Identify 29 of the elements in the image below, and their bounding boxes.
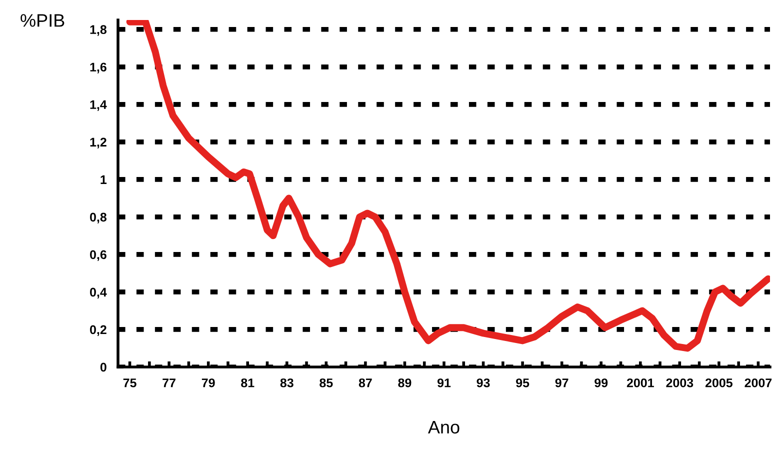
- y-tick-label: 0,6: [90, 250, 106, 261]
- x-tick-label: 95: [516, 378, 530, 388]
- x-tick-label: 83: [280, 378, 294, 388]
- y-tick-label: 0,8: [90, 212, 107, 224]
- y-axis-title: %PIB: [20, 14, 64, 27]
- y-tick-label: 1,8: [90, 25, 107, 36]
- x-tick-label: 2007: [744, 378, 772, 388]
- x-tick-label: 2001: [626, 378, 654, 388]
- x-tick-label: 81: [241, 378, 254, 388]
- x-tick-label: 75: [123, 378, 136, 388]
- x-tick-label: 99: [594, 378, 608, 388]
- x-axis-title: Ano: [428, 420, 460, 434]
- x-tick-label: 87: [358, 378, 372, 388]
- x-tick-label: 85: [320, 378, 333, 388]
- y-tick-label: 0: [100, 362, 106, 372]
- x-tick-label: 97: [555, 378, 568, 388]
- y-tick-label: 1,6: [90, 62, 106, 74]
- x-tick-label: 2005: [705, 378, 732, 388]
- y-tick-label: 1: [100, 175, 107, 184]
- x-tick-label: 77: [162, 378, 176, 388]
- x-tick-label: 91: [437, 378, 451, 388]
- y-tick-label: 0,2: [90, 325, 106, 336]
- y-tick-label: 1,4: [90, 100, 107, 111]
- x-tick-label: 89: [398, 378, 412, 388]
- x-tick-label: 2003: [666, 378, 694, 388]
- x-tick-label: 93: [476, 378, 490, 388]
- x-tick-label: 79: [202, 378, 215, 388]
- y-tick-label: 1,2: [90, 138, 106, 148]
- y-tick-label: 0,4: [90, 288, 107, 298]
